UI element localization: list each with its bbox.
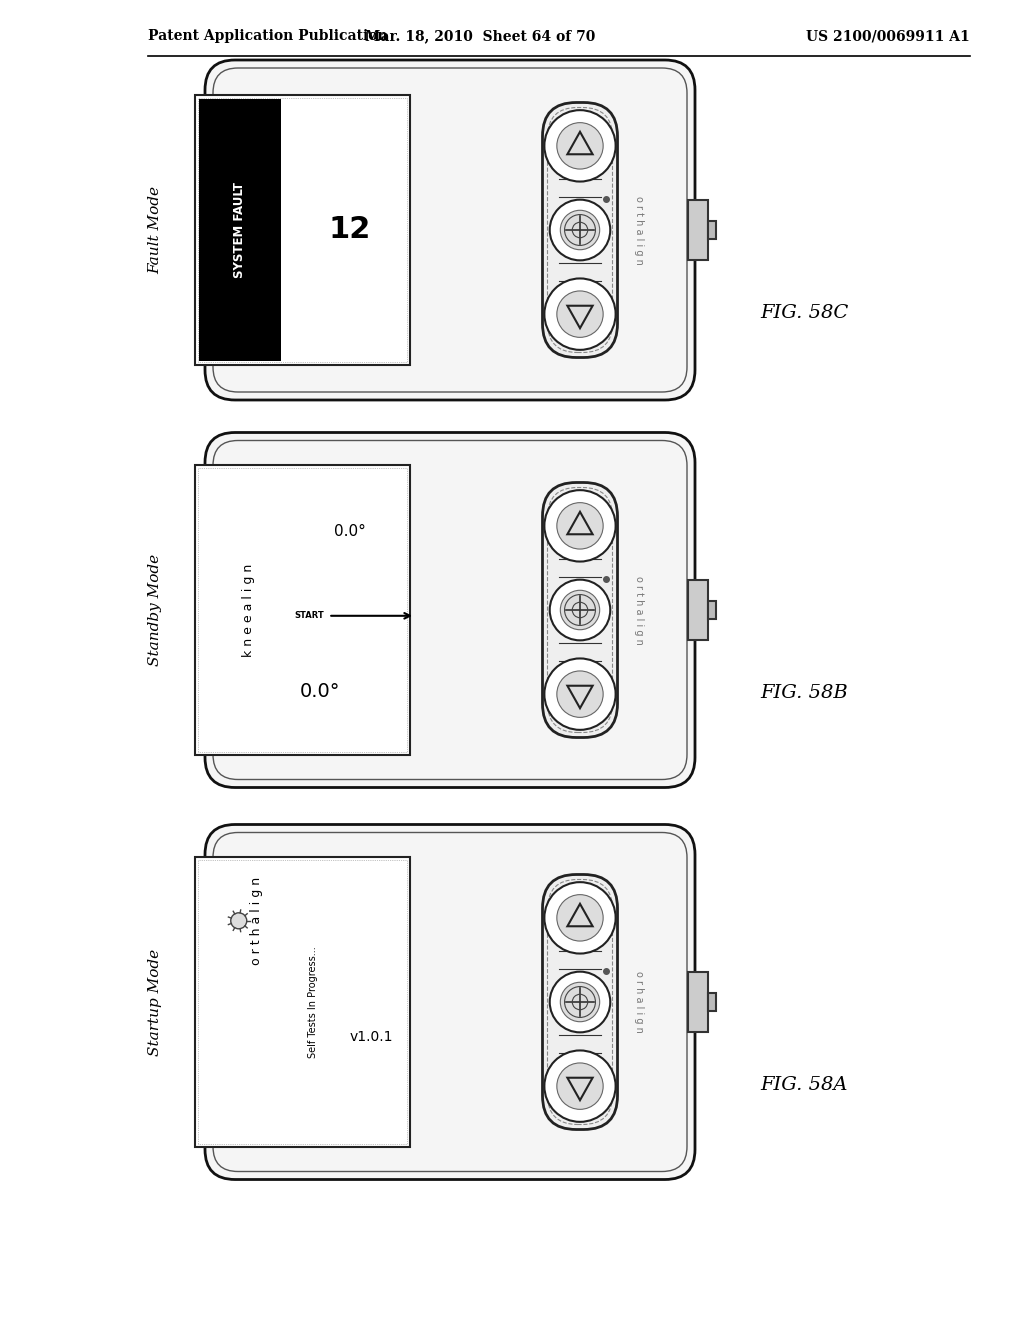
Bar	[558, 950, 602, 969]
Ellipse shape	[550, 579, 610, 640]
Ellipse shape	[550, 199, 610, 260]
Text: o r t h a l i g n: o r t h a l i g n	[635, 576, 644, 644]
Text: v1.0.1: v1.0.1	[349, 1030, 393, 1044]
Text: o r h a l i g n: o r h a l i g n	[635, 972, 644, 1034]
Ellipse shape	[545, 110, 615, 182]
Ellipse shape	[557, 1063, 603, 1109]
Bar	[198, 861, 407, 1144]
FancyBboxPatch shape	[543, 874, 617, 1130]
Ellipse shape	[557, 503, 603, 549]
Text: k n e e a l i g n: k n e e a l i g n	[243, 564, 255, 656]
Text: 0.0°: 0.0°	[299, 681, 340, 701]
Text: US 2100/0069911 A1: US 2100/0069911 A1	[806, 29, 970, 44]
Bar	[688, 201, 708, 260]
FancyBboxPatch shape	[205, 59, 695, 400]
FancyBboxPatch shape	[205, 825, 695, 1180]
Bar	[558, 643, 602, 661]
Text: Fault Mode: Fault Mode	[148, 186, 162, 275]
Ellipse shape	[557, 895, 603, 941]
Bar	[198, 98, 407, 362]
Text: FIG. 58B: FIG. 58B	[760, 684, 848, 702]
Ellipse shape	[557, 671, 603, 717]
Ellipse shape	[545, 882, 615, 953]
Bar	[708, 220, 716, 239]
Ellipse shape	[545, 659, 615, 730]
Text: 0.0°: 0.0°	[334, 524, 366, 539]
Bar	[195, 465, 410, 755]
Bar	[708, 993, 716, 1011]
Ellipse shape	[557, 290, 603, 338]
Bar	[198, 469, 407, 752]
Bar	[688, 972, 708, 1032]
Bar	[558, 1035, 602, 1053]
Ellipse shape	[550, 972, 610, 1032]
FancyBboxPatch shape	[543, 103, 617, 358]
Text: Standby Mode: Standby Mode	[148, 554, 162, 667]
Ellipse shape	[545, 490, 615, 561]
Ellipse shape	[557, 123, 603, 169]
Text: START: START	[294, 611, 324, 620]
Bar	[195, 857, 410, 1147]
Ellipse shape	[560, 982, 600, 1022]
Ellipse shape	[560, 210, 600, 249]
Bar	[199, 99, 281, 360]
Circle shape	[230, 913, 247, 929]
Text: Mar. 18, 2010  Sheet 64 of 70: Mar. 18, 2010 Sheet 64 of 70	[365, 29, 595, 44]
Text: 12: 12	[329, 215, 371, 244]
Bar	[558, 180, 602, 197]
Text: Patent Application Publication: Patent Application Publication	[148, 29, 388, 44]
Text: SYSTEM FAULT: SYSTEM FAULT	[233, 182, 247, 279]
Text: FIG. 58A: FIG. 58A	[760, 1076, 848, 1094]
Bar	[688, 579, 708, 640]
Bar	[558, 263, 602, 281]
FancyBboxPatch shape	[543, 483, 617, 738]
Bar	[558, 558, 602, 577]
Ellipse shape	[545, 279, 615, 350]
Text: o r t h a l i g n: o r t h a l i g n	[250, 876, 263, 965]
Bar	[708, 601, 716, 619]
Text: Startup Mode: Startup Mode	[148, 949, 162, 1056]
Text: FIG. 58C: FIG. 58C	[760, 304, 848, 322]
Bar	[195, 95, 410, 366]
FancyBboxPatch shape	[205, 433, 695, 788]
Text: o r t h a l i g n: o r t h a l i g n	[635, 195, 644, 264]
Ellipse shape	[545, 1051, 615, 1122]
Ellipse shape	[560, 590, 600, 630]
Text: Self Tests In Progress...: Self Tests In Progress...	[308, 946, 318, 1057]
